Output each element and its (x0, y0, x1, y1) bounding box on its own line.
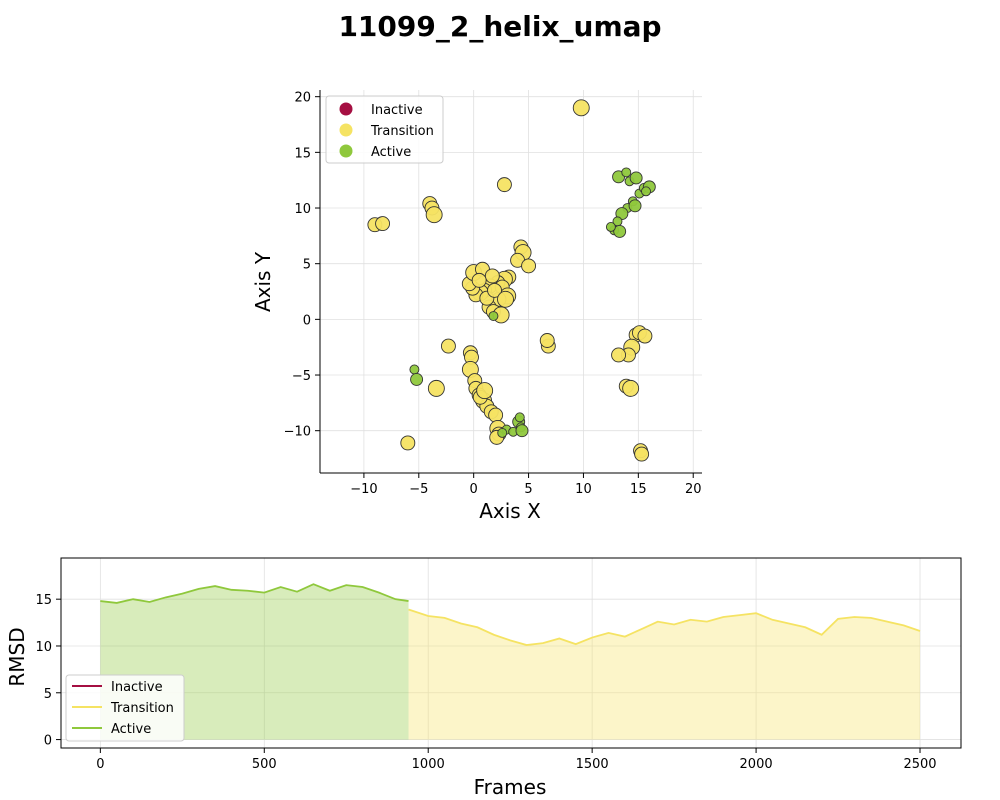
scatter-axes: −10 −5 0 5 10 15 20 −10 −5 0 5 10 15 20 (284, 90, 702, 497)
scatter-point-transition (487, 282, 502, 298)
legend-marker-active (339, 144, 353, 158)
scatter-point-active (605, 221, 616, 232)
rmsd-line-active (100, 583, 409, 604)
legend-label-inactive: Inactive (371, 103, 423, 118)
rmsd-legend: Inactive Transition Active (65, 674, 185, 742)
scatter-point-transition (572, 99, 590, 117)
rmsd-x-tick-label: 500 (252, 757, 277, 772)
scatter-point-transition (622, 379, 640, 397)
scatter-point-transition (440, 338, 456, 354)
rmsd-legend-label-transition: Transition (110, 701, 174, 716)
scatter-x-tick-label: 15 (630, 482, 647, 497)
scatter-point-transition (637, 328, 653, 344)
legend-marker-inactive (339, 102, 353, 116)
rmsd-y-tick-label: 0 (44, 734, 52, 749)
scatter-point-transition (488, 407, 504, 423)
scatter-y-tick-label: 20 (294, 91, 311, 106)
rmsd-x-tick-label: 2000 (740, 757, 773, 772)
scatter-point-active (410, 373, 424, 386)
scatter-y-tick-label: −5 (292, 369, 311, 384)
scatter-point-transition (497, 290, 514, 308)
scatter-point-transition (496, 177, 512, 193)
scatter-legend: Inactive Transition Active (325, 95, 444, 164)
scatter-point-active (488, 311, 499, 321)
scatter-x-tick-label: −5 (409, 482, 428, 497)
scatter-point-active (515, 424, 529, 438)
scatter-point-active (409, 364, 420, 375)
legend-label-transition: Transition (370, 124, 434, 139)
scatter-x-tick-label: 20 (685, 482, 702, 497)
rmsd-y-tick-label: 15 (35, 593, 52, 608)
scatter-point-transition (484, 268, 500, 284)
scatter-point-transition (427, 379, 445, 397)
rmsd-legend-label-active: Active (111, 722, 151, 737)
page-title: 11099_2_helix_umap (338, 10, 662, 43)
scatter-y-tick-label: 0 (303, 313, 311, 328)
scatter-point-active (613, 224, 627, 238)
scatter-y-tick-label: 10 (294, 202, 311, 217)
rmsd-lines (100, 583, 921, 646)
rmsd-fill-area (100, 584, 921, 740)
scatter-x-tick-label: 0 (470, 482, 478, 497)
rmsd-y-tick-label: 10 (35, 640, 52, 655)
scatter-x-tick-label: −10 (350, 482, 377, 497)
rmsd-y-axis-label: RMSD (5, 627, 29, 686)
scatter-point-transition (521, 258, 537, 274)
scatter-x-axis-label: Axis X (479, 499, 541, 523)
rmsd-line-transition (408, 608, 921, 646)
scatter-x-tick-label: 5 (524, 482, 532, 497)
scatter-point-active (629, 171, 643, 185)
scatter-y-axis-label: Axis Y (251, 251, 275, 312)
scatter-point-active (497, 427, 508, 438)
rmsd-legend-label-inactive: Inactive (111, 680, 163, 695)
rmsd-axes: 0 500 1000 1500 2000 2500 0 5 10 15 (35, 557, 962, 772)
rmsd-x-tick-label: 2500 (903, 757, 936, 772)
scatter-legend-box (325, 95, 444, 164)
scatter-point-active (641, 186, 651, 197)
scatter-point-active (628, 199, 642, 213)
legend-label-active: Active (371, 145, 411, 160)
scatter-point-active (514, 412, 525, 423)
scatter-y-tick-label: 5 (303, 258, 311, 273)
scatter-point-transition (425, 206, 443, 224)
scatter-point-active (621, 167, 632, 178)
rmsd-grid (61, 558, 961, 748)
scatter-point-transition (400, 435, 416, 451)
scatter-y-tick-label: −10 (284, 425, 311, 440)
rmsd-x-tick-label: 1500 (576, 757, 609, 772)
scatter-y-tick-label: 15 (294, 146, 311, 161)
scatter-point-transition (471, 272, 487, 288)
rmsd-x-tick-label: 1000 (412, 757, 445, 772)
rmsd-line-plot: 0 500 1000 1500 2000 2500 0 5 10 15 Frames RMSD I… (5, 557, 962, 799)
umap-scatter-plot: −10 −5 0 5 10 15 20 −10 −5 0 5 10 15 20 Axis X Axis Y… (251, 90, 702, 523)
rmsd-legend-box (65, 674, 185, 742)
scatter-points (367, 99, 656, 462)
rmsd-frame (60, 557, 962, 749)
rmsd-area-transition (408, 609, 921, 740)
scatter-point-transition (539, 333, 555, 348)
rmsd-x-tick-label: 0 (96, 757, 104, 772)
scatter-point-transition (611, 347, 627, 363)
rmsd-y-tick-label: 5 (44, 687, 52, 702)
rmsd-x-axis-label: Frames (474, 775, 547, 799)
scatter-x-tick-label: 10 (575, 482, 592, 497)
scatter-point-transition (375, 216, 391, 232)
scatter-point-transition (634, 446, 650, 462)
legend-marker-transition (339, 123, 353, 137)
scatter-point-transition (476, 382, 494, 400)
